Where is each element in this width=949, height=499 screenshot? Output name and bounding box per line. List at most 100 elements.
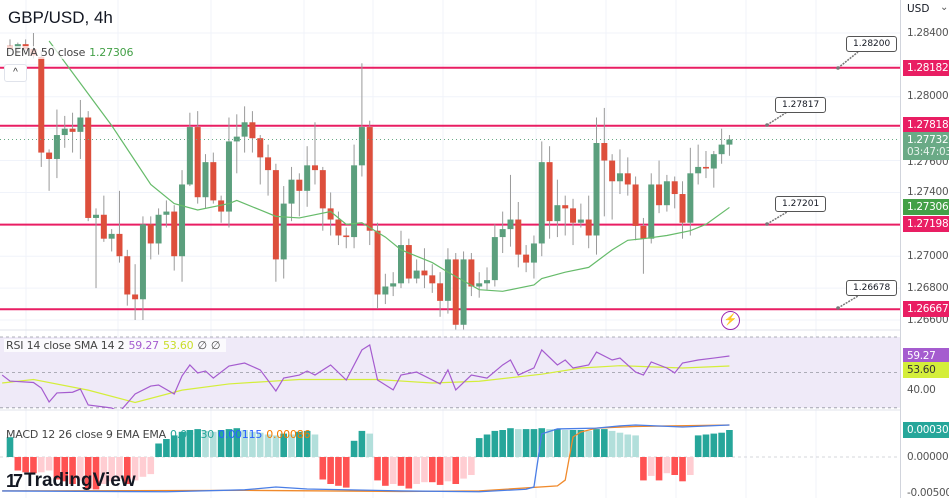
level-callout-1[interactable]: 1.28200 bbox=[846, 36, 898, 52]
chevron-down-icon[interactable]: ⌄ bbox=[940, 2, 949, 13]
candle-bearish bbox=[601, 143, 608, 161]
candle-bearish bbox=[210, 162, 217, 201]
candle-bearish bbox=[272, 170, 279, 260]
macd-histogram-bar bbox=[726, 430, 733, 457]
candle-bullish bbox=[77, 117, 84, 132]
collapse-legend-button[interactable]: ^ bbox=[4, 64, 27, 82]
candle-bullish bbox=[648, 184, 655, 239]
candle-bearish bbox=[632, 184, 639, 226]
candle-bullish bbox=[351, 165, 358, 238]
macd-histogram-bar bbox=[202, 430, 209, 457]
macd-histogram-bar bbox=[37, 457, 45, 473]
lightning-icon[interactable]: ⚡ bbox=[721, 311, 740, 330]
macd-histogram-bar bbox=[14, 457, 22, 471]
macd-histogram-bar bbox=[475, 438, 483, 457]
level-tag-1: 1.28182 bbox=[903, 60, 949, 76]
macd-histogram-bar bbox=[538, 428, 546, 457]
macd-histogram-bar bbox=[124, 457, 131, 484]
candle-bullish bbox=[491, 237, 498, 281]
candle-bearish bbox=[124, 256, 131, 295]
level-callout-3[interactable]: 1.27201 bbox=[775, 196, 827, 212]
macd-histogram-bar bbox=[53, 457, 61, 480]
candle-bullish bbox=[663, 181, 670, 206]
callout-anchor bbox=[765, 222, 769, 226]
candle-bearish bbox=[218, 200, 225, 212]
macd-histogram-bar bbox=[6, 437, 14, 457]
candle-bearish bbox=[147, 224, 154, 244]
macd-histogram-bar bbox=[694, 435, 702, 457]
candle-bearish bbox=[171, 211, 178, 257]
dema-legend[interactable]: DEMA 50 close 1.27306 bbox=[4, 46, 140, 59]
macd-histogram-bar bbox=[624, 434, 632, 457]
candle-bullish bbox=[398, 245, 404, 284]
rsi-sma-tag: 53.60 bbox=[903, 362, 949, 378]
macd-legend[interactable]: MACD 12 26 close 9 EMA EMA 0.00030 0.00115… bbox=[4, 428, 316, 441]
macd-histogram-bar bbox=[397, 457, 405, 486]
candle-bearish bbox=[311, 165, 318, 171]
candle-bullish bbox=[358, 127, 365, 166]
macd-histogram-bar bbox=[69, 457, 76, 484]
dema-line bbox=[48, 40, 730, 292]
candle-bullish bbox=[108, 233, 115, 239]
rsi-legend-label: RSI 14 close SMA 14 2 bbox=[6, 339, 125, 352]
tradingview-logo[interactable]: 17 TradingView bbox=[6, 470, 136, 492]
macd-histogram-bar bbox=[358, 430, 366, 457]
candle-bearish bbox=[194, 127, 201, 198]
candle-bullish bbox=[476, 283, 483, 287]
macd-line-value: 0.00115 bbox=[218, 428, 263, 441]
macd-histogram-bar bbox=[45, 457, 53, 471]
macd-histogram-bar bbox=[444, 457, 452, 482]
candle-bearish bbox=[405, 245, 412, 279]
currency-selector[interactable]: USD bbox=[907, 3, 930, 15]
macd-line bbox=[2, 424, 730, 493]
macd-histogram-bar bbox=[233, 428, 241, 457]
candle-bullish bbox=[695, 166, 702, 174]
callout-pointer bbox=[766, 211, 788, 225]
macd-histogram-bar bbox=[601, 429, 608, 457]
candle-bearish bbox=[132, 294, 139, 300]
price-axis[interactable] bbox=[900, 0, 949, 498]
rsi-legend-extra-1: ∅ bbox=[197, 339, 207, 352]
macd-histogram-bar bbox=[225, 429, 233, 457]
candle-bearish bbox=[546, 162, 553, 222]
macd-histogram-bar bbox=[585, 430, 592, 457]
candle-bearish bbox=[421, 270, 428, 276]
macd-histogram-bar bbox=[311, 434, 319, 457]
candle-bullish bbox=[554, 205, 561, 222]
macd-histogram-bar bbox=[428, 457, 436, 483]
candle-bullish bbox=[179, 184, 186, 257]
candle-bearish bbox=[679, 194, 686, 223]
callout-anchor bbox=[765, 123, 769, 127]
macd-histogram-bar bbox=[491, 430, 499, 457]
dema-legend-label: DEMA 50 close bbox=[6, 46, 86, 59]
macd-histogram-bar bbox=[77, 457, 84, 481]
macd-histogram-bar bbox=[640, 457, 647, 481]
level-callout-2[interactable]: 1.27817 bbox=[775, 97, 827, 113]
candle-bearish bbox=[343, 235, 350, 238]
macd-histogram-bar bbox=[577, 430, 585, 457]
candle-bearish bbox=[468, 259, 475, 287]
rsi-legend[interactable]: RSI 14 close SMA 14 2 59.27 53.60 ∅ ∅ bbox=[4, 339, 227, 352]
candle-bullish bbox=[390, 283, 397, 287]
macd-histogram-bar bbox=[217, 430, 225, 457]
macd-histogram-bar bbox=[436, 457, 444, 485]
candle-bullish bbox=[687, 173, 694, 223]
macd-tick: -0.00500 bbox=[907, 487, 949, 499]
macd-histogram-bar bbox=[468, 457, 475, 475]
level-callout-4[interactable]: 1.26678 bbox=[846, 280, 898, 296]
macd-histogram-bar bbox=[280, 433, 287, 457]
macd-histogram-bar bbox=[554, 429, 561, 457]
macd-histogram-bar bbox=[452, 457, 460, 484]
candle-bearish bbox=[624, 173, 631, 185]
candle-bullish bbox=[139, 224, 146, 300]
candle-bearish bbox=[515, 219, 522, 255]
macd-histogram-bar bbox=[647, 457, 655, 476]
bar-countdown: 03:47:03 bbox=[907, 146, 949, 158]
candle-bearish bbox=[702, 166, 709, 169]
macd-histogram-bar bbox=[616, 432, 624, 457]
candle-bearish bbox=[85, 117, 92, 218]
candle-bullish bbox=[538, 162, 545, 244]
macd-tick: 0.00000 bbox=[907, 451, 949, 463]
macd-histogram-bar bbox=[679, 457, 686, 482]
